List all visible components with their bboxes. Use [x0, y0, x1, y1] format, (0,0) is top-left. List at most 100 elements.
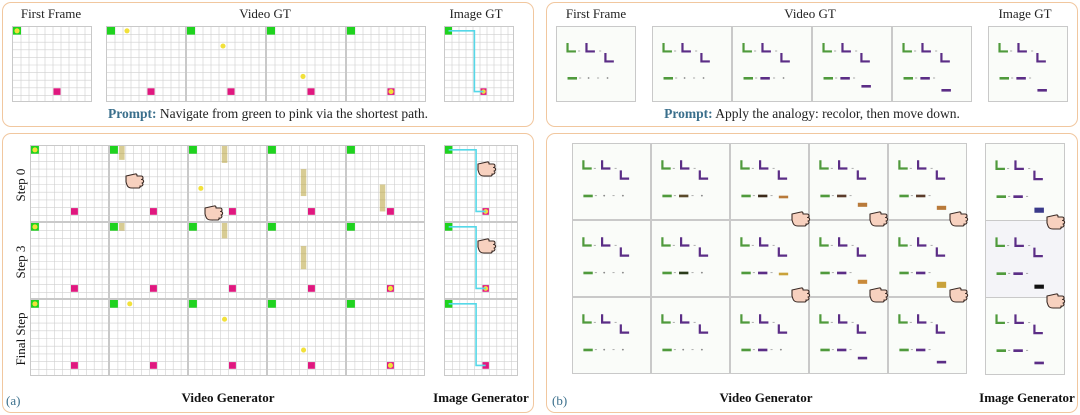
purple-l-shape-moved — [935, 324, 946, 334]
agent-dot — [14, 28, 20, 34]
row-label-final-step: Final Step — [13, 312, 28, 366]
green-bar — [996, 272, 1006, 275]
purple-l-shape-moved — [780, 53, 790, 63]
goal-cell — [150, 208, 157, 215]
panel-analogy-ground-truth — [546, 2, 1078, 127]
gen-maze-r2-c3 — [267, 299, 346, 376]
start-cell — [189, 146, 197, 154]
gen-analogy-r0-c3 — [809, 143, 888, 220]
video-gt-frame-2 — [186, 26, 266, 102]
analogy-video-gt-4 — [892, 26, 972, 102]
goal-cell — [150, 285, 157, 292]
green-bar — [741, 271, 751, 275]
recolored-bar — [1013, 349, 1023, 352]
gen-maze-r2-c2 — [188, 299, 267, 376]
green-bar — [996, 349, 1006, 352]
purple-l-shape — [1014, 314, 1024, 324]
recolored-bar — [758, 271, 768, 275]
goal-cell — [229, 285, 236, 292]
green-l-shape — [740, 237, 750, 247]
purple-l-shape — [921, 43, 931, 53]
green-bar — [903, 77, 913, 80]
gen-analogy-r1-c2 — [730, 220, 809, 297]
moved-bar — [936, 281, 947, 288]
goal-cell — [71, 362, 78, 369]
prompt-analogy: Prompt: Apply the analogy: recolor, then… — [664, 106, 960, 122]
green-l-shape — [902, 43, 912, 53]
agent-dot — [198, 185, 204, 191]
moved-bar — [941, 89, 951, 92]
purple-l-shape — [838, 237, 848, 247]
purple-l-shape-moved — [860, 53, 870, 63]
gen-analogy-r0-c1 — [651, 143, 730, 220]
purple-l-shape-moved — [777, 324, 788, 334]
gen-analogy-r2-c4 — [888, 297, 967, 374]
purple-l-shape-moved — [777, 247, 788, 257]
row-label-step-0: Step 0 — [13, 168, 28, 202]
green-l-shape — [661, 314, 671, 324]
moved-bar — [1037, 89, 1047, 92]
recolored-bar — [840, 77, 850, 80]
goal-cell — [71, 208, 78, 215]
agent-dot — [32, 224, 38, 230]
purple-l-shape-moved — [1036, 53, 1046, 63]
purple-l-shape — [680, 160, 690, 170]
missing-mark — [621, 194, 624, 197]
agent-dot — [32, 147, 38, 153]
motion-trail — [119, 146, 125, 160]
start-cell — [347, 27, 355, 35]
green-l-shape — [995, 160, 1005, 170]
recolored-bar — [1013, 272, 1023, 275]
agent-dot — [483, 209, 489, 214]
prompt-label: Prompt: — [108, 106, 157, 121]
green-l-shape — [742, 43, 752, 53]
moved-bar — [936, 205, 947, 210]
gen-maze-r2-c0 — [30, 299, 109, 376]
purple-l-shape — [917, 237, 927, 247]
purple-l-shape-moved — [604, 53, 614, 63]
motion-trail — [221, 146, 228, 163]
purple-l-shape-moved — [856, 324, 867, 334]
green-bar — [741, 348, 751, 352]
goal-cell — [308, 362, 315, 369]
start-cell — [268, 223, 276, 231]
recolored-bar — [920, 77, 930, 80]
green-l-shape — [740, 160, 750, 170]
recolored-bar — [1013, 195, 1023, 198]
moved-bar — [857, 279, 868, 284]
agent-dot — [124, 28, 130, 34]
prompt-text: Navigate from green to pink via the shor… — [156, 106, 428, 121]
green-l-shape — [740, 314, 750, 324]
path-line — [448, 303, 486, 367]
prompt-maze: Prompt: Navigate from green to pink via … — [108, 106, 428, 122]
motion-trail — [300, 169, 307, 197]
purple-l-shape-moved — [1033, 247, 1043, 258]
purple-l-shape-moved — [777, 170, 788, 180]
header-video-gt: Video GT — [239, 6, 291, 21]
green-bar — [567, 77, 577, 80]
green-bar — [820, 194, 830, 198]
start-cell — [347, 146, 355, 154]
green-l-shape — [661, 160, 671, 170]
green-bar — [820, 271, 830, 275]
missing-mark — [606, 77, 609, 79]
row-label-step-3: Step 3 — [13, 245, 28, 279]
pointing-hand-icon — [948, 208, 970, 233]
pointing-hand-icon — [124, 170, 146, 195]
analogy-video-gt-1 — [652, 26, 732, 102]
missing-mark — [621, 348, 624, 351]
purple-l-shape — [1014, 160, 1024, 170]
gen-maze-r1-c3 — [267, 222, 346, 299]
recolored-bar — [758, 194, 768, 198]
moved-bar — [778, 195, 789, 199]
panel-b-analogy-generation — [546, 133, 1078, 413]
moved-bar — [861, 85, 871, 88]
green-bar — [899, 194, 909, 198]
missing-mark — [702, 77, 705, 79]
green-bar — [743, 77, 753, 80]
goal-cell — [53, 88, 61, 95]
gen-maze-r2-c1 — [109, 299, 188, 376]
start-cell — [110, 223, 118, 231]
green-l-shape — [898, 314, 908, 324]
start-cell — [445, 300, 453, 308]
